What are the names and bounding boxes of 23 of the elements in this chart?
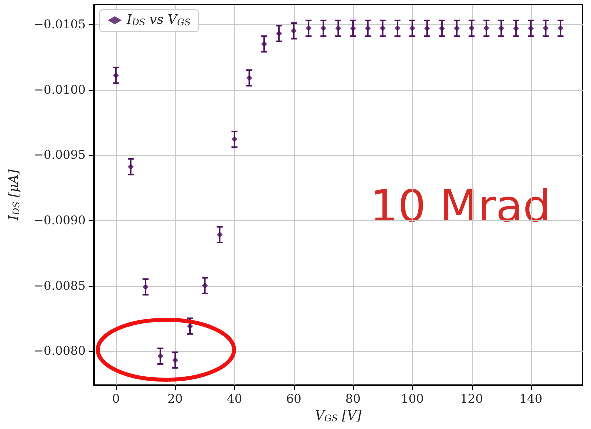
x-tick-label: 120: [460, 392, 484, 406]
y-tick-label: −0.0090: [34, 214, 86, 228]
point: [158, 353, 164, 360]
y-tick-label: −0.0105: [34, 18, 86, 32]
point: [216, 232, 223, 238]
point: [202, 282, 208, 289]
legend-label: IDS vs VGS: [126, 13, 191, 28]
point: [172, 357, 178, 364]
point: [276, 30, 282, 37]
x-axis-title: VGS [V]: [315, 409, 363, 424]
point: [261, 41, 268, 48]
x-tick-label: 0: [112, 392, 120, 406]
x-tick-label: 140: [520, 392, 543, 406]
x-tick-label: 80: [346, 392, 361, 406]
x-tick-label: 40: [227, 392, 242, 406]
x-tick-label: 20: [168, 392, 184, 406]
y-axis-title: IDS [μA]: [7, 168, 22, 222]
y-tick-label: −0.0085: [34, 278, 86, 293]
y-tick-label: −0.0080: [34, 344, 86, 358]
y-tick-label: −0.0100: [34, 82, 86, 97]
y-tick-label: −0.0095: [34, 148, 86, 162]
x-tick-label: 100: [401, 392, 424, 406]
x-tick-label: 60: [286, 392, 302, 406]
